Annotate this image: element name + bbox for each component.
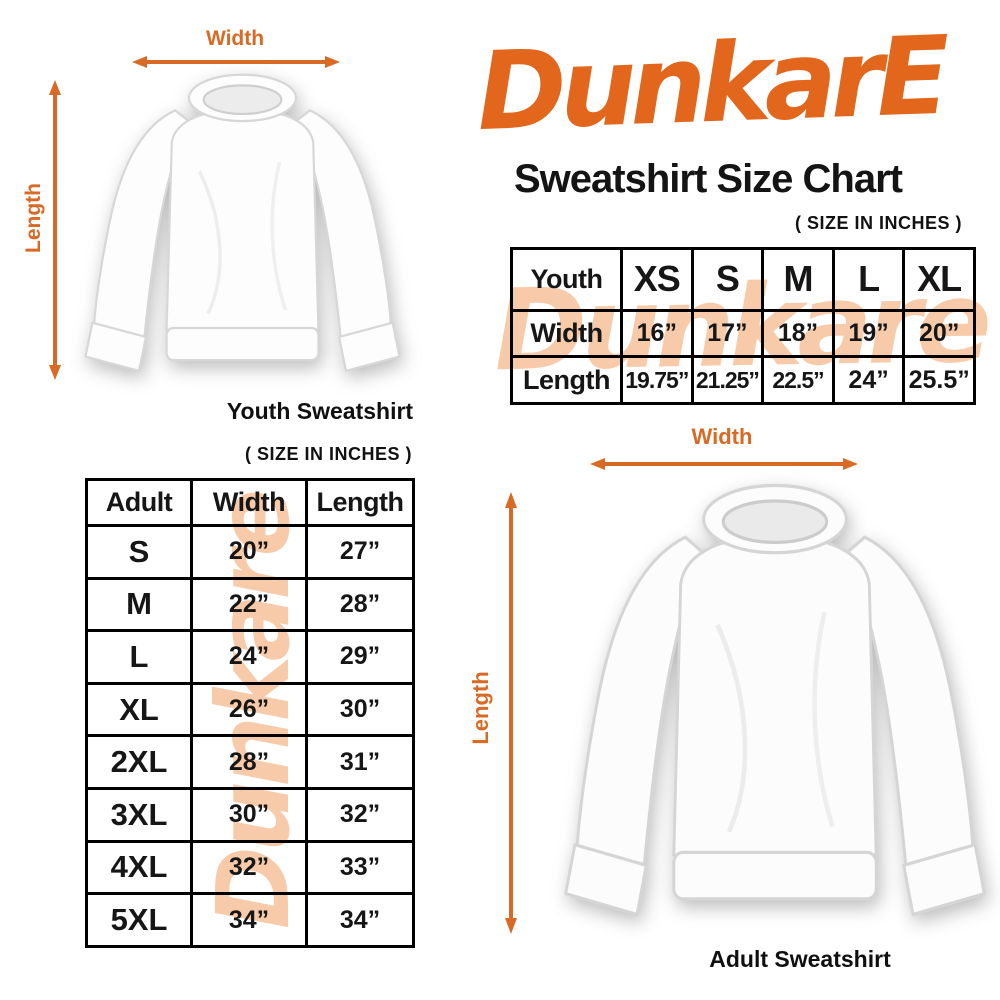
page-title: Sweatshirt Size Chart — [513, 157, 903, 201]
table-row-label: 5XL — [85, 892, 193, 948]
table-cell: 24” — [190, 629, 308, 685]
adult-length-label: Length — [468, 671, 493, 745]
table-cell: 22.5” — [761, 355, 835, 405]
adult-width-label: Width — [691, 424, 753, 449]
table-cell: 34” — [305, 892, 415, 948]
adult-length-arrow-icon — [505, 492, 517, 934]
table-cell: 19” — [831, 308, 906, 359]
table-row: Adult Width Length — [85, 478, 415, 527]
dunkare-logo: DunkarE — [474, 13, 946, 155]
table-row: 2XL 28” 31” — [85, 734, 415, 790]
table-header-cell: Width — [190, 478, 308, 527]
table-cell: 29” — [305, 629, 415, 685]
table-cell: 22” — [190, 576, 308, 633]
table-cell: 21.25” — [690, 355, 765, 405]
table-cell: 28” — [190, 734, 308, 790]
table-header-cell: XL — [902, 247, 976, 312]
table-cell: 24” — [831, 355, 906, 405]
table-header-cell: S — [690, 247, 765, 312]
table-row-label: XL — [85, 681, 193, 738]
table-cell: 17” — [690, 308, 765, 359]
table-cell: 34” — [190, 892, 308, 948]
table-cell: 33” — [305, 839, 415, 896]
table-row: XL 26” 30” — [85, 681, 415, 738]
table-row: L 24” 29” — [85, 629, 415, 685]
youth-length-label: Length — [22, 183, 45, 253]
table-row-label: Width — [510, 308, 623, 359]
table-row: M 22” 28” — [85, 576, 415, 633]
table-header-cell: XS — [620, 247, 694, 312]
youth-units-note: ( SIZE IN INCHES ) — [794, 213, 962, 233]
youth-size-table: Youth XS S M L XL Width 16” 17” 18” 19” … — [510, 247, 976, 405]
table-cell: 27” — [305, 523, 415, 580]
table-cell: 16” — [620, 308, 694, 359]
table-row: S 20” 27” — [85, 523, 415, 580]
table-row: Youth XS S M L XL — [510, 247, 976, 312]
table-cell: 25.5” — [902, 355, 976, 405]
table-row: Length 19.75” 21.25” 22.5” 24” 25.5” — [510, 355, 976, 405]
table-cell: 28” — [305, 576, 415, 633]
table-header-cell: L — [831, 247, 906, 312]
youth-width-arrow-icon — [132, 56, 340, 68]
table-cell: 32” — [305, 787, 415, 843]
table-cell: 30” — [305, 681, 415, 738]
table-cell: 20” — [190, 523, 308, 580]
youth-sweatshirt-caption: Youth Sweatshirt — [226, 398, 414, 424]
table-row: 3XL 30” 32” — [85, 787, 415, 843]
table-cell: 19.75” — [620, 355, 694, 405]
table-header-cell: Youth — [510, 247, 623, 312]
adult-sweatshirt-caption: Adult Sweatshirt — [709, 946, 891, 972]
adult-width-arrow-icon — [590, 458, 858, 470]
adult-units-note: ( SIZE IN INCHES ) — [244, 444, 412, 464]
table-row-label: L — [85, 629, 193, 685]
youth-length-arrow-icon — [49, 80, 61, 380]
table-row-label: 4XL — [85, 839, 193, 896]
table-cell: 26” — [190, 681, 308, 738]
table-row-label: 3XL — [85, 787, 193, 843]
table-header-cell: Length — [305, 478, 415, 527]
table-header-cell: M — [761, 247, 835, 312]
table-cell: 31” — [305, 734, 415, 790]
table-row: Width 16” 17” 18” 19” 20” — [510, 308, 976, 359]
table-row: 5XL 34” 34” — [85, 892, 415, 948]
table-row-label: Length — [510, 355, 623, 405]
table-header-cell: Adult — [85, 478, 193, 527]
table-cell: 18” — [761, 308, 835, 359]
table-row: 4XL 32” 33” — [85, 839, 415, 896]
table-cell: 32” — [190, 839, 308, 896]
table-row-label: 2XL — [85, 734, 193, 790]
table-cell: 30” — [190, 787, 308, 843]
youth-width-label: Width — [205, 27, 265, 50]
table-cell: 20” — [902, 308, 976, 359]
youth-sweatshirt-image — [84, 73, 401, 372]
table-row-label: S — [85, 523, 193, 580]
adult-sweatshirt-image — [564, 483, 986, 917]
adult-size-table: Adult Width Length S 20” 27” M 22” 28” L… — [85, 478, 415, 948]
table-row-label: M — [85, 576, 193, 633]
